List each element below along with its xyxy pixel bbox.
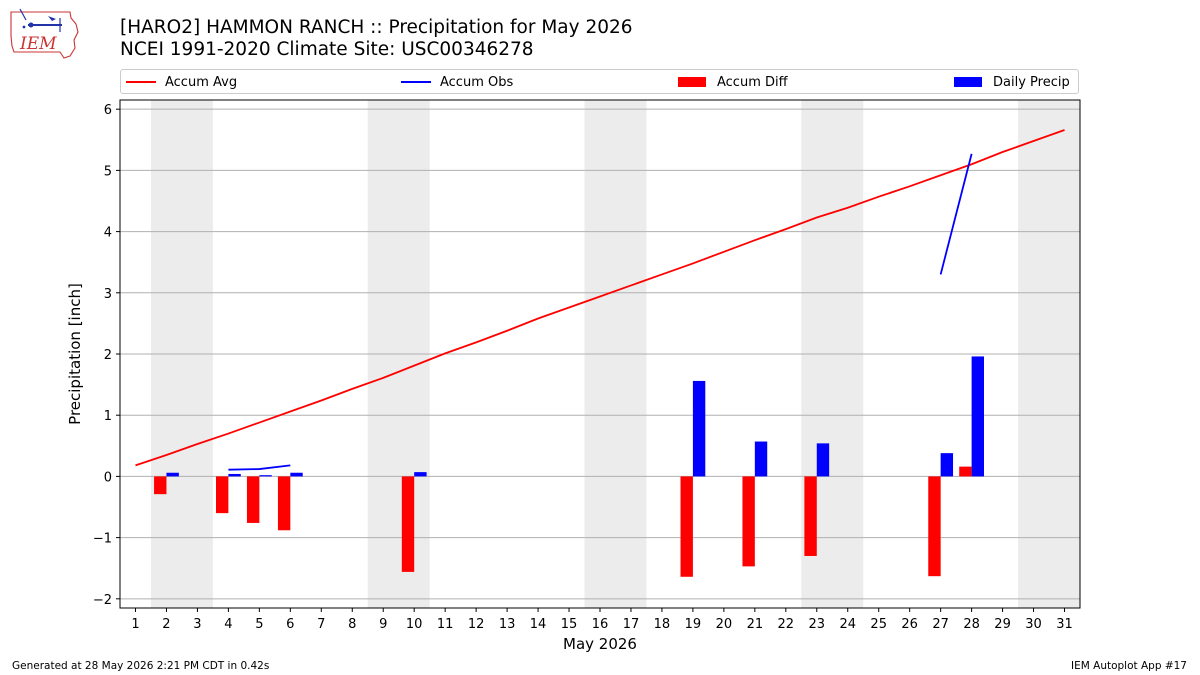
accum-diff-bar-day-27 — [928, 476, 941, 577]
accum-diff-bar-day-23 — [804, 476, 817, 556]
iem-logo: IEM — [10, 8, 79, 59]
legend-swatch-daily-precip — [954, 77, 982, 87]
y-tick-label-0: 0 — [104, 470, 112, 485]
y-tick-label-2: 2 — [104, 348, 112, 363]
x-tick-label-6: 6 — [286, 617, 294, 632]
legend-item-accum-obs: Accum Obs — [401, 74, 513, 90]
accum-diff-bar-day-4 — [216, 476, 229, 514]
x-tick-label-21: 21 — [747, 617, 764, 632]
bars — [154, 356, 984, 577]
legend: Accum Avg Accum Obs Accum Diff Daily Pre… — [120, 69, 1079, 94]
legend-item-daily-precip: Daily Precip — [954, 74, 1070, 90]
accum-diff-bar-day-6 — [277, 476, 291, 531]
x-tick-label-13: 13 — [499, 617, 516, 632]
x-tick-label-1: 1 — [131, 617, 139, 632]
daily-precip-bar-day-10 — [414, 472, 427, 477]
x-tick-label-22: 22 — [778, 617, 795, 632]
logo-text: IEM — [19, 34, 57, 54]
daily-precip-bar-day-5 — [259, 475, 272, 477]
y-tick-label-4: 4 — [104, 226, 112, 241]
daily-precip-bar-day-2 — [166, 472, 179, 477]
legend-label-accum-avg: Accum Avg — [165, 74, 238, 90]
daily-precip-bar-day-28 — [971, 356, 984, 477]
daily-precip-bar-day-23 — [816, 443, 830, 477]
x-tick-label-16: 16 — [592, 617, 609, 632]
x-tick-label-27: 27 — [932, 617, 949, 632]
daily-precip-bar-day-27 — [940, 453, 954, 477]
x-axis-label: May 2026 — [563, 635, 637, 653]
generated-timestamp: Generated at 28 May 2026 2:21 PM CDT in … — [12, 660, 270, 672]
y-tick-label--2: −2 — [93, 593, 112, 608]
x-tick-label-10: 10 — [406, 617, 423, 632]
accum-diff-bar-day-10 — [401, 476, 415, 572]
accum-diff-bar-day-28 — [959, 466, 972, 477]
legend-label-daily-precip: Daily Precip — [993, 74, 1070, 90]
legend-swatch-accum-avg — [126, 81, 156, 83]
y-tick-label-1: 1 — [104, 409, 112, 424]
legend-swatch-accum-obs — [401, 81, 431, 83]
x-tick-label-24: 24 — [839, 617, 856, 632]
x-tick-label-20: 20 — [716, 617, 733, 632]
x-tick-label-17: 17 — [623, 617, 640, 632]
daily-precip-bar-day-4 — [228, 473, 241, 477]
accum-diff-bar-day-2 — [154, 476, 167, 495]
x-tick-label-28: 28 — [963, 617, 980, 632]
x-tick-label-5: 5 — [255, 617, 263, 632]
app-credit: IEM Autoplot App #17 — [1071, 660, 1187, 672]
accum-obs-line-2 — [939, 153, 973, 275]
chart-subtitle: NCEI 1991-2020 Climate Site: USC00346278 — [120, 39, 534, 60]
x-tick-label-14: 14 — [530, 617, 547, 632]
x-tick-label-15: 15 — [561, 617, 578, 632]
daily-precip-bar-day-21 — [754, 441, 768, 477]
x-tick-label-4: 4 — [224, 617, 232, 632]
y-tick-label-3: 3 — [104, 287, 112, 302]
x-tick-label-7: 7 — [317, 617, 325, 632]
chart-title: [HARO2] HAMMON RANCH :: Precipitation fo… — [120, 17, 633, 38]
legend-item-accum-avg: Accum Avg — [126, 74, 237, 90]
x-tick-label-8: 8 — [348, 617, 356, 632]
x-tick-label-11: 11 — [437, 617, 454, 632]
legend-swatch-accum-diff — [678, 77, 706, 87]
y-tick-label-5: 5 — [104, 164, 112, 179]
legend-label-accum-obs: Accum Obs — [440, 74, 514, 90]
x-tick-label-29: 29 — [994, 617, 1011, 632]
x-tick-label-2: 2 — [162, 617, 170, 632]
x-tick-label-12: 12 — [468, 617, 485, 632]
x-tick-label-3: 3 — [193, 617, 201, 632]
accum-obs-line-1 — [228, 464, 291, 471]
daily-precip-bar-day-19 — [692, 380, 706, 477]
lines — [135, 129, 1065, 471]
accum-diff-bar-day-19 — [680, 476, 693, 577]
x-tick-label-26: 26 — [901, 617, 918, 632]
accum-diff-bar-day-21 — [742, 476, 755, 567]
x-tick-label-9: 9 — [379, 617, 387, 632]
y-axis-label: Precipitation [inch] — [66, 283, 84, 425]
y-tick-label-6: 6 — [104, 103, 112, 118]
legend-item-accum-diff: Accum Diff — [678, 74, 788, 90]
x-tick-label-19: 19 — [685, 617, 702, 632]
x-tick-label-30: 30 — [1025, 617, 1042, 632]
x-tick-label-31: 31 — [1056, 617, 1073, 632]
x-tick-label-23: 23 — [809, 617, 826, 632]
accum-diff-bar-day-5 — [246, 476, 260, 523]
accum-avg-line-1 — [135, 129, 1065, 467]
daily-precip-bar-day-6 — [290, 472, 303, 477]
x-tick-label-25: 25 — [870, 617, 887, 632]
legend-label-accum-diff: Accum Diff — [717, 74, 788, 90]
y-tick-label--1: −1 — [93, 532, 112, 547]
x-tick-label-18: 18 — [654, 617, 671, 632]
